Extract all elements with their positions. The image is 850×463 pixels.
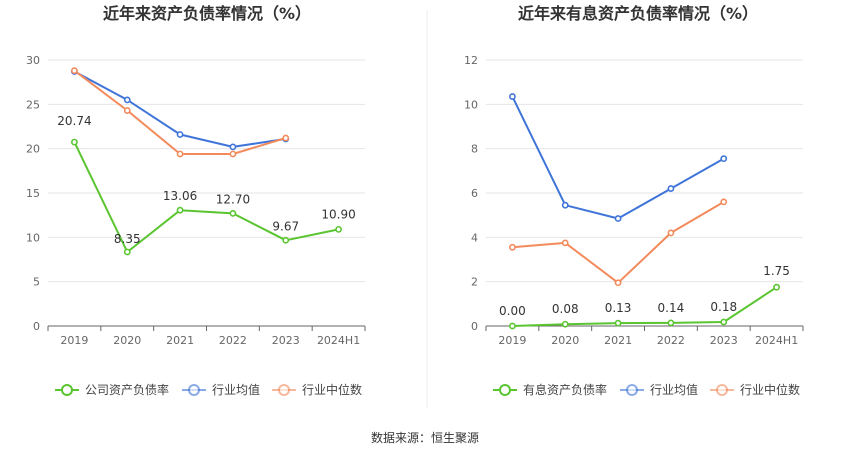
legend-marker (61, 384, 73, 396)
y-tick-label: 2 (471, 276, 478, 289)
y-tick-label: 5 (33, 276, 40, 289)
data-point (176, 206, 184, 214)
data-label: 20.74 (57, 114, 91, 128)
legend-label: 行业中位数 (740, 382, 800, 397)
y-tick-label: 0 (33, 320, 40, 333)
data-point (71, 138, 78, 146)
y-tick-label: 10 (26, 231, 40, 244)
legend-item-3: 行业中位数 (710, 382, 800, 397)
series-line-2 (511, 96, 725, 220)
data-point (667, 229, 675, 237)
legend-label: 行业均值 (650, 382, 698, 397)
y-tick-label: 8 (471, 143, 478, 156)
legend-marker (626, 384, 638, 396)
legend-item-2: 行业均值 (182, 382, 260, 397)
data-point (123, 107, 131, 114)
data-label: 10.90 (321, 207, 355, 221)
x-tick-label: 2023 (710, 334, 738, 347)
data-label: 0.18 (710, 300, 737, 314)
data-point (561, 201, 569, 209)
data-point (176, 131, 184, 138)
source-text: 数据来源：恒生聚源 (371, 430, 479, 445)
x-tick-label: 2022 (657, 334, 685, 347)
data-point (176, 150, 184, 158)
legend-marker (278, 384, 290, 396)
x-tick-label: 2024H1 (755, 334, 798, 347)
legend-item-1: 公司资产负债率 (55, 382, 169, 397)
data-label: 8.35 (114, 232, 141, 246)
y-tick-label: 12 (464, 54, 478, 67)
data-label: 9.67 (272, 219, 299, 233)
data-point (614, 215, 622, 222)
data-label: 13.06 (163, 189, 197, 203)
data-point (614, 319, 622, 327)
data-point (71, 67, 78, 75)
data-point (509, 243, 516, 251)
data-point (229, 209, 237, 217)
chart-title: 近年来资产负债率情况（%） (103, 4, 311, 23)
chart-panel-1: 近年来资产负债率情况（%） 0 5 10 15 20 25 30 2019 2020 2021 202… (26, 4, 366, 397)
x-tick-label: 2021 (166, 334, 194, 347)
x-tick-label: 2023 (272, 334, 300, 347)
legend-label: 行业均值 (212, 382, 260, 397)
data-point (667, 185, 675, 192)
chart-panel-2: 近年来有息资产负债率情况（%） 0 2 4 6 8 10 12 2019 2020 2021 2022… (464, 4, 804, 397)
x-tick-label: 2019 (498, 334, 526, 347)
data-label: 0.13 (605, 301, 632, 315)
y-tick-label: 0 (471, 320, 478, 333)
data-point (720, 198, 728, 206)
y-tick-label: 6 (471, 187, 478, 200)
y-tick-label: 30 (26, 54, 40, 67)
legend-item-3: 行业中位数 (272, 382, 362, 397)
series-line-1 (512, 286, 778, 327)
data-point (561, 239, 569, 247)
data-point (123, 248, 131, 256)
data-point (509, 93, 516, 100)
data-point (667, 319, 675, 327)
x-tick-label: 2024H1 (317, 334, 360, 347)
data-label: 12.70 (216, 192, 250, 206)
data-point (773, 283, 780, 291)
legend-marker (716, 384, 728, 396)
data-label: 1.75 (763, 264, 790, 278)
data-point (229, 150, 237, 158)
legend-label: 行业中位数 (302, 382, 362, 397)
data-point (561, 320, 569, 328)
x-tick-label: 2020 (113, 334, 141, 347)
x-tick-label: 2020 (551, 334, 579, 347)
data-point (509, 322, 516, 330)
legend-item-1: 有息资产负债率 (493, 382, 607, 397)
legend-marker (188, 384, 200, 396)
y-tick-label: 10 (464, 98, 478, 111)
x-tick-label: 2022 (219, 334, 247, 347)
y-tick-label: 4 (471, 231, 478, 244)
legend-label: 有息资产负债率 (523, 382, 607, 397)
legend-item-2: 行业均值 (620, 382, 698, 397)
data-point (229, 143, 237, 151)
data-label: 0.14 (658, 301, 685, 315)
series-line-1 (73, 141, 339, 253)
data-point (282, 134, 290, 142)
x-tick-label: 2021 (604, 334, 632, 347)
data-point (282, 236, 290, 244)
data-label: 0.08 (552, 302, 579, 316)
data-label: 0.00 (499, 304, 526, 318)
legend-label: 公司资产负债率 (85, 382, 169, 397)
legend-marker (499, 384, 511, 396)
chart-title: 近年来有息资产负债率情况（%） (518, 4, 758, 23)
y-tick-label: 25 (26, 98, 40, 111)
data-point (335, 225, 342, 233)
data-point (720, 318, 728, 326)
data-point (123, 96, 131, 104)
series-line-3 (512, 201, 725, 284)
y-tick-label: 20 (26, 143, 40, 156)
data-point (720, 155, 728, 163)
series-line-3 (73, 69, 287, 155)
x-tick-label: 2019 (60, 334, 88, 347)
data-point (614, 279, 622, 287)
y-tick-label: 15 (26, 187, 40, 200)
